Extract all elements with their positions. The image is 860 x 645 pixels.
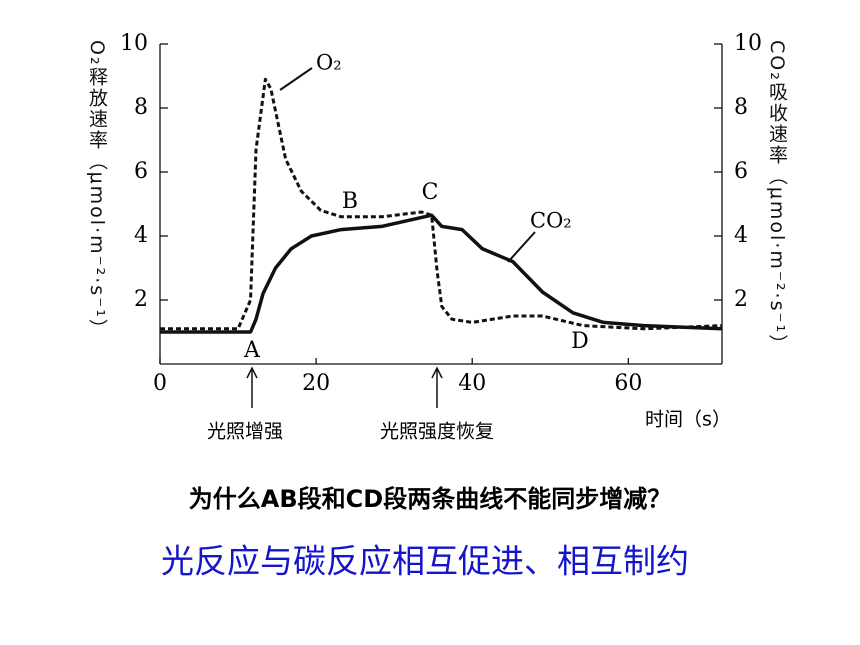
leader-line (507, 231, 536, 263)
y-tick-label: 8 (134, 95, 148, 120)
answer: 光反应与碳反应相互促进、相互制约 (161, 542, 689, 581)
y2-tick-label: 6 (734, 159, 748, 184)
series-label: O₂ (316, 51, 342, 75)
point-label: A (243, 338, 261, 363)
series-line (160, 77, 723, 331)
x-axis-label: 时间（s） (645, 409, 731, 431)
y2-tick-label: 2 (734, 287, 748, 312)
x-tick-label: 40 (458, 371, 486, 396)
question: 为什么AB段和CD段两条曲线不能同步增减？ (189, 485, 671, 513)
arrow-label: 光照增强 (207, 421, 283, 443)
y2-axis-label: CO₂吸收速率（μmol·m⁻²·s⁻¹） (766, 40, 788, 356)
x-tick-label: 20 (302, 371, 330, 396)
arrow-head (431, 366, 443, 379)
y2-tick-label: 10 (734, 31, 762, 56)
y-tick-label: 4 (134, 223, 148, 248)
x-tick-label: 60 (614, 371, 642, 396)
point-label: B (342, 189, 358, 214)
x-tick-label: 0 (153, 371, 167, 396)
y-axis-label: O₂释放速率（μmol·m⁻²·s⁻¹） (86, 40, 108, 340)
y-tick-label: 10 (120, 31, 148, 56)
series-line (160, 213, 723, 334)
point-label: C (422, 180, 439, 205)
y2-tick-label: 8 (734, 95, 748, 120)
y-tick-label: 6 (134, 159, 148, 184)
y-tick-label: 2 (134, 287, 148, 312)
leader-line (279, 67, 313, 91)
point-label: D (571, 329, 589, 354)
arrow-head (246, 366, 258, 379)
y2-tick-label: 4 (734, 223, 748, 248)
series-label: CO₂ (530, 209, 572, 233)
arrow-label: 光照强度恢复 (380, 421, 494, 443)
